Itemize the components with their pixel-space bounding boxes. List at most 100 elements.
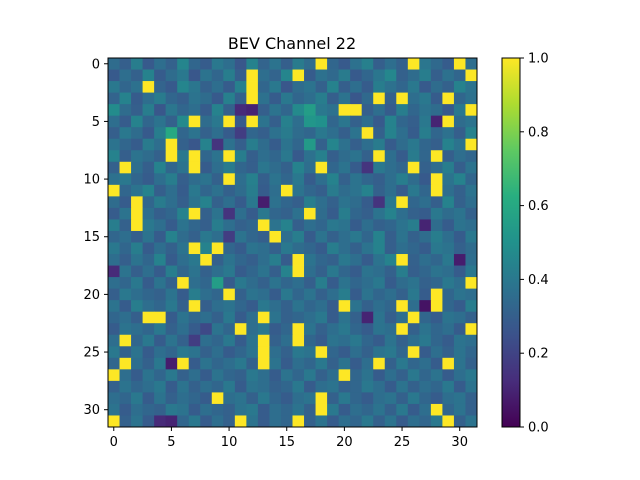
y-tick-label: 5 bbox=[92, 115, 100, 130]
heatmap-cell bbox=[165, 346, 178, 359]
heatmap-cell bbox=[304, 311, 316, 324]
heatmap-cell bbox=[142, 288, 155, 301]
heatmap-cell bbox=[165, 58, 178, 70]
heatmap-cell bbox=[407, 403, 420, 416]
heatmap-cell bbox=[165, 392, 178, 405]
heatmap-cell bbox=[430, 357, 443, 370]
heatmap-cell bbox=[350, 92, 363, 105]
heatmap-cell bbox=[119, 230, 132, 243]
heatmap-cell bbox=[315, 277, 328, 290]
heatmap-cell bbox=[384, 323, 397, 336]
heatmap-cell bbox=[280, 207, 293, 220]
heatmap-cell bbox=[188, 173, 201, 186]
heatmap-cell bbox=[177, 254, 190, 266]
heatmap-cell bbox=[304, 207, 316, 220]
heatmap-cell bbox=[292, 230, 305, 243]
heatmap-cell bbox=[223, 323, 236, 336]
heatmap-cell bbox=[419, 104, 432, 117]
heatmap-cell bbox=[223, 254, 236, 266]
heatmap-cell bbox=[384, 69, 397, 82]
heatmap-cell bbox=[269, 277, 282, 290]
heatmap-cell bbox=[108, 254, 120, 266]
heatmap-cell bbox=[315, 207, 328, 220]
heatmap-cell bbox=[269, 254, 282, 266]
heatmap-cell bbox=[223, 265, 236, 278]
heatmap-cell bbox=[442, 58, 455, 70]
chart-title: BEV Channel 22 bbox=[228, 34, 356, 53]
heatmap-cell bbox=[108, 173, 120, 186]
heatmap-cell bbox=[257, 150, 270, 163]
heatmap-cell bbox=[396, 173, 409, 186]
heatmap-cell bbox=[223, 207, 236, 220]
heatmap-cell bbox=[453, 357, 466, 370]
heatmap-cell bbox=[361, 161, 374, 174]
heatmap-cell bbox=[108, 58, 120, 70]
heatmap-cell bbox=[453, 277, 466, 290]
heatmap-cell bbox=[200, 403, 213, 416]
heatmap-cell bbox=[292, 104, 305, 117]
x-tick-label: 0 bbox=[110, 435, 118, 450]
heatmap-cell bbox=[442, 138, 455, 151]
heatmap-cell bbox=[430, 115, 443, 128]
heatmap-cell bbox=[131, 403, 143, 416]
heatmap-cell bbox=[430, 161, 443, 174]
heatmap-cell bbox=[361, 323, 374, 336]
heatmap-cell bbox=[165, 81, 178, 93]
heatmap-cell bbox=[292, 403, 305, 416]
heatmap-cell bbox=[280, 242, 293, 255]
heatmap-cell bbox=[177, 277, 190, 290]
heatmap-cell bbox=[234, 127, 247, 140]
heatmap-cell bbox=[257, 230, 270, 243]
heatmap-cell bbox=[280, 196, 293, 209]
heatmap-cell bbox=[223, 242, 236, 255]
heatmap-cell bbox=[373, 207, 386, 220]
heatmap-cell bbox=[246, 58, 259, 70]
heatmap-cell bbox=[465, 219, 478, 232]
heatmap-cell bbox=[453, 380, 466, 393]
heatmap-cell bbox=[154, 254, 167, 266]
heatmap-cell bbox=[338, 207, 351, 220]
heatmap-cell bbox=[419, 323, 432, 336]
heatmap-cell bbox=[327, 346, 340, 359]
heatmap-cell bbox=[200, 196, 213, 209]
heatmap-cell bbox=[465, 196, 478, 209]
heatmap-cell bbox=[108, 403, 120, 416]
heatmap-cell bbox=[361, 369, 374, 382]
heatmap-cell bbox=[442, 161, 455, 174]
heatmap-cell bbox=[453, 196, 466, 209]
heatmap-cell bbox=[200, 81, 213, 93]
heatmap-cell bbox=[442, 369, 455, 382]
heatmap-cell bbox=[384, 392, 397, 405]
heatmap-cell bbox=[407, 69, 420, 82]
heatmap-cell bbox=[177, 207, 190, 220]
heatmap-cell bbox=[304, 81, 316, 93]
heatmap-cell bbox=[211, 323, 224, 336]
heatmap-cell bbox=[223, 403, 236, 416]
heatmap-cell bbox=[384, 207, 397, 220]
heatmap-cell bbox=[407, 81, 420, 93]
heatmap-cell bbox=[165, 277, 178, 290]
heatmap-cell bbox=[246, 81, 259, 93]
heatmap-cell bbox=[361, 69, 374, 82]
heatmap-cell bbox=[396, 161, 409, 174]
heatmap-cell bbox=[257, 369, 270, 382]
heatmap-cell bbox=[361, 92, 374, 105]
heatmap-cell bbox=[131, 150, 143, 163]
heatmap-cell bbox=[119, 196, 132, 209]
heatmap-cell bbox=[350, 173, 363, 186]
heatmap-cell bbox=[177, 196, 190, 209]
heatmap-cell bbox=[396, 104, 409, 117]
heatmap-cells bbox=[108, 58, 478, 428]
heatmap-cell bbox=[165, 196, 178, 209]
heatmap-cell bbox=[142, 265, 155, 278]
heatmap-cell bbox=[223, 161, 236, 174]
heatmap-cell bbox=[304, 357, 316, 370]
heatmap-cell bbox=[465, 254, 478, 266]
heatmap-cell bbox=[142, 311, 155, 324]
heatmap-cell bbox=[154, 150, 167, 163]
heatmap-cell bbox=[396, 81, 409, 93]
heatmap-cell bbox=[396, 150, 409, 163]
heatmap-cell bbox=[188, 265, 201, 278]
heatmap-cell bbox=[465, 127, 478, 140]
heatmap-cell bbox=[188, 230, 201, 243]
